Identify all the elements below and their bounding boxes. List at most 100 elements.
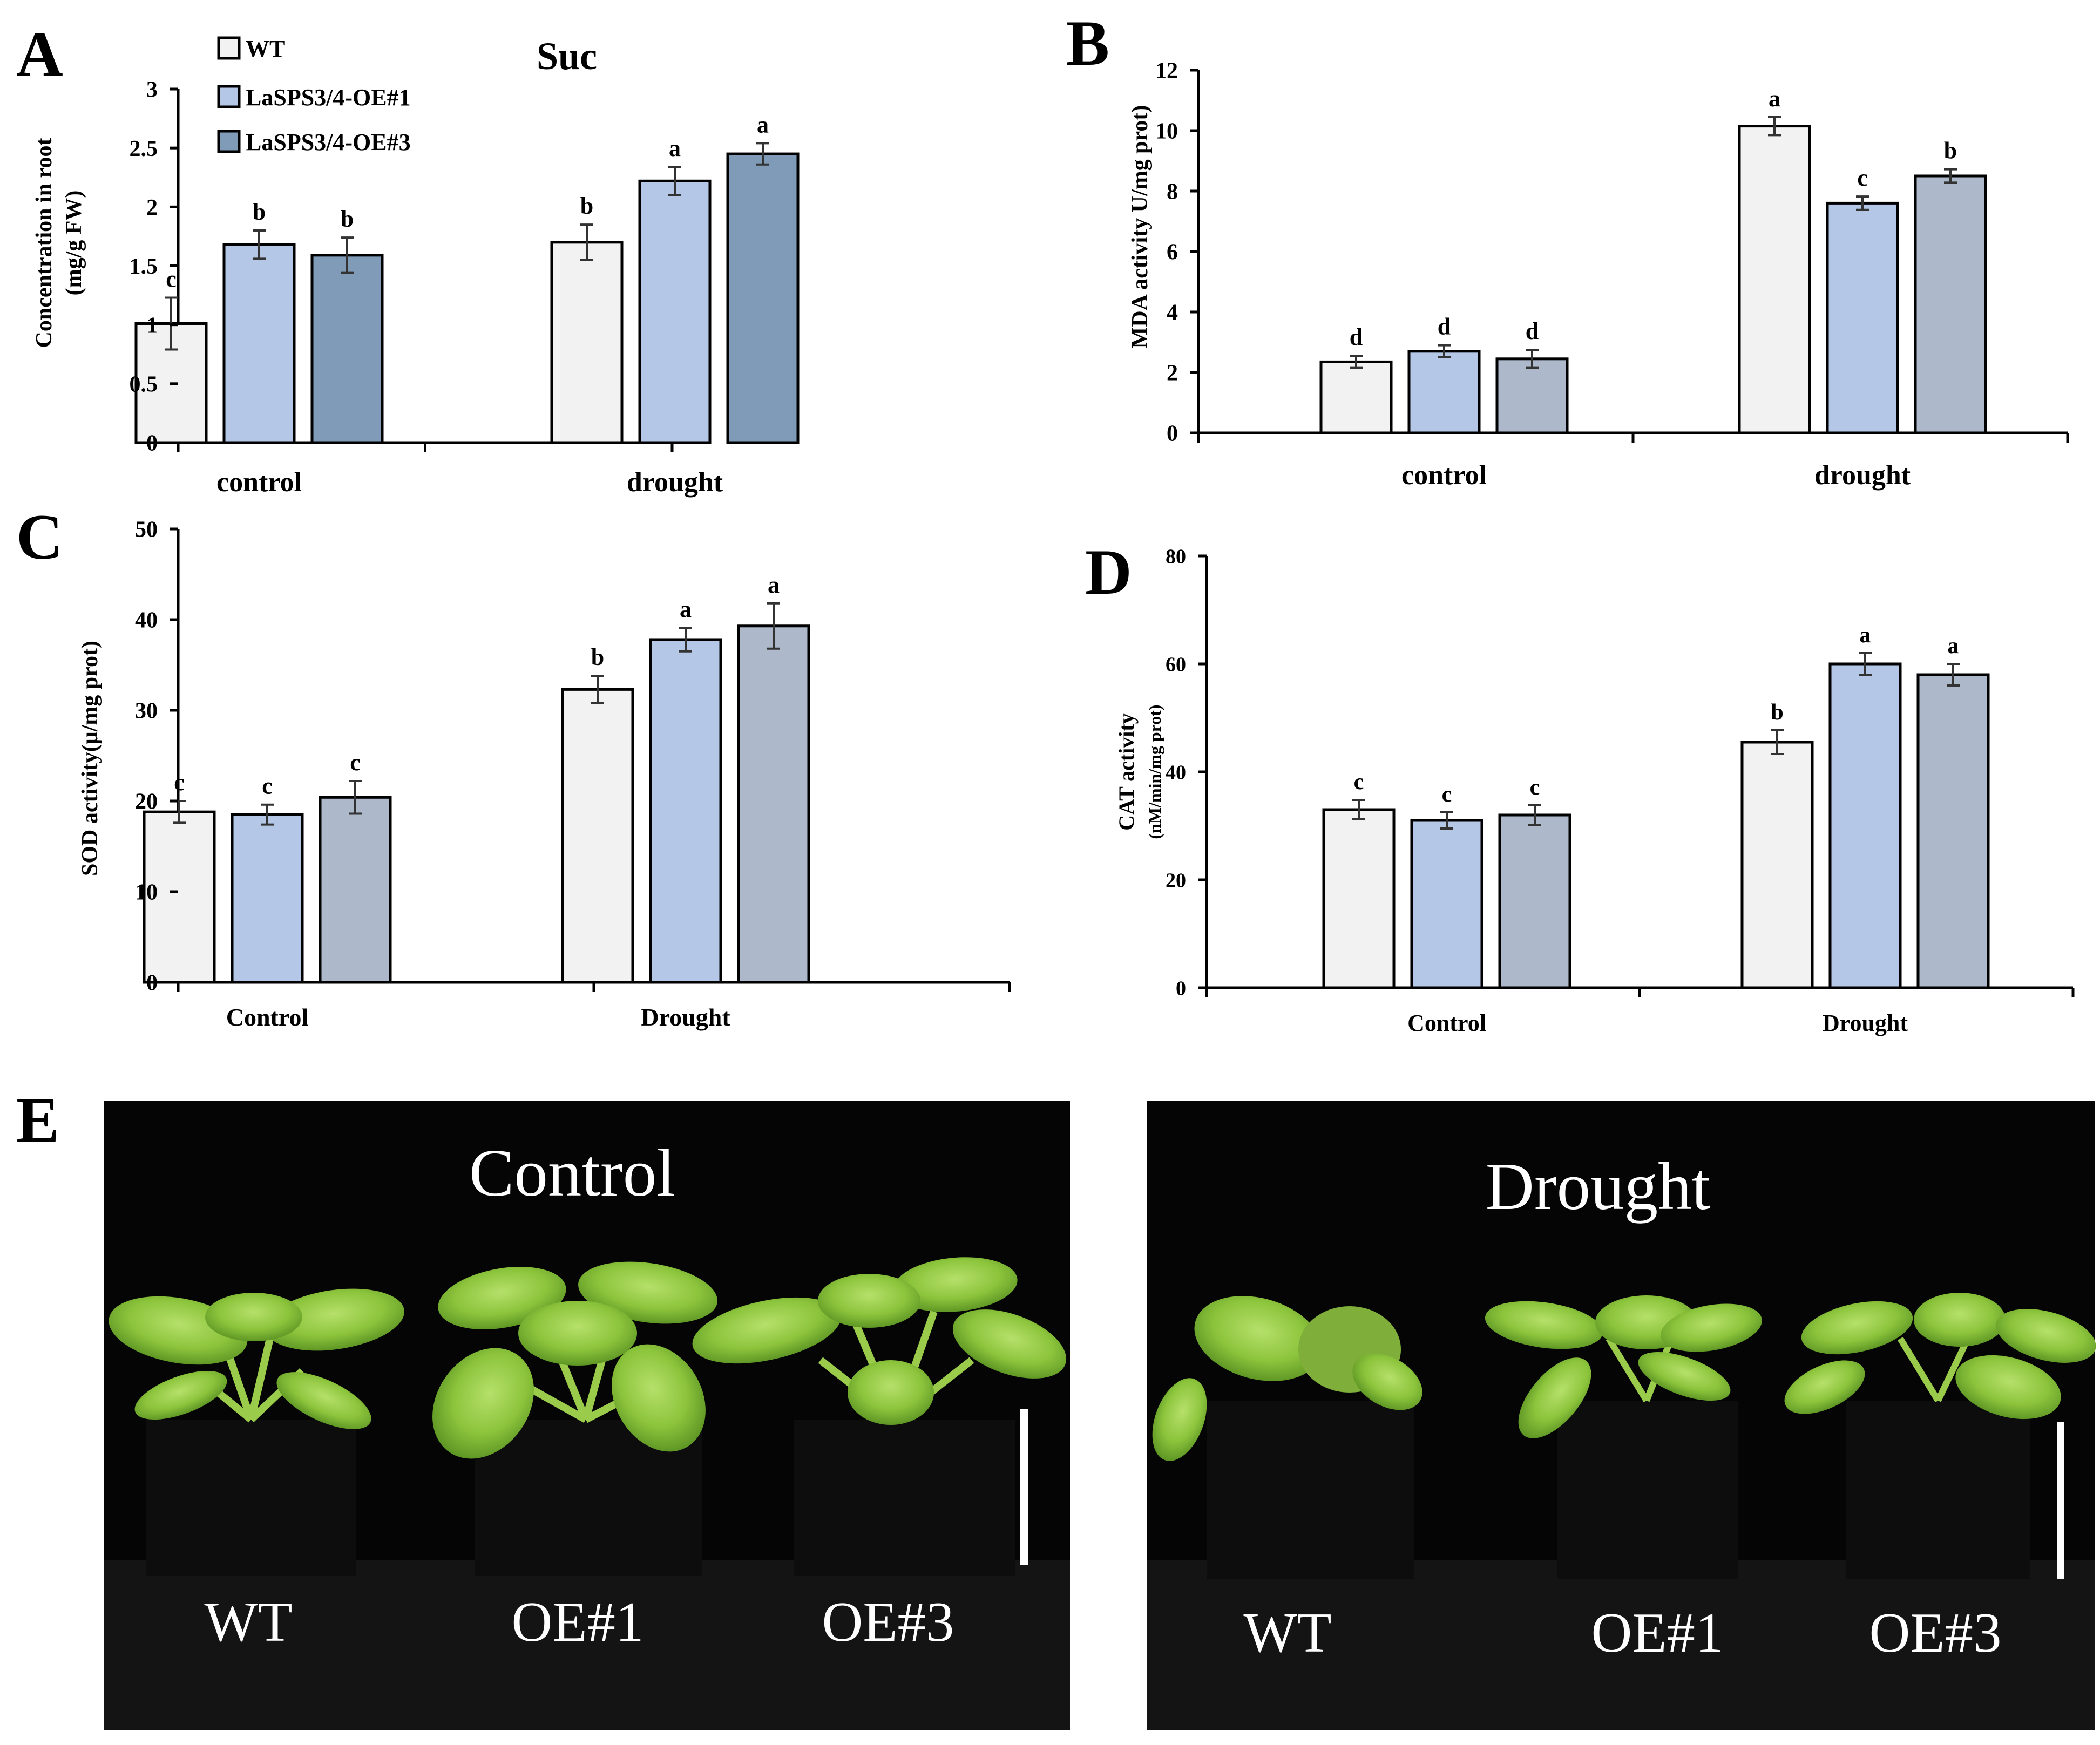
plant-control-wt (109, 1288, 404, 1576)
leaf (1914, 1293, 2006, 1347)
y-tick-label: 0.5 (130, 372, 158, 397)
bar (222, 243, 296, 444)
x-category-label: control (1401, 460, 1487, 491)
legend-label-wt: WT (246, 36, 285, 62)
plant-drought-oe1 (1485, 1295, 1762, 1579)
significance-letter: a (1860, 623, 1871, 648)
plant-drought-wt (1152, 1296, 1422, 1579)
pot (1207, 1401, 1414, 1579)
bar (319, 796, 392, 984)
chart-a-legend: WT LaSPS3/4-OE#1 LaSPS3/4-OE#3 (217, 36, 411, 155)
leaf (518, 1301, 637, 1366)
bar (231, 813, 304, 984)
significance-letter: d (1350, 324, 1363, 350)
y-tick-label: 12 (1155, 59, 1178, 84)
leaf (1352, 1353, 1422, 1410)
y-tick-label: 2 (1167, 361, 1178, 386)
scale-bar-drought (2057, 1422, 2064, 1579)
significance-letter: c (1530, 775, 1540, 800)
bar (1410, 819, 1483, 989)
photo-drought-label-wt: WT (1243, 1601, 1331, 1664)
leaf (1955, 1355, 2061, 1420)
panel-label-d: D (1085, 536, 1132, 608)
photo-control: Control WT (104, 1101, 1070, 1730)
legend-label-oe1: LaSPS3/4-OE#1 (246, 84, 411, 111)
significance-letter: d (1526, 318, 1539, 344)
significance-letter: b (1771, 700, 1783, 725)
y-tick-label: 8 (1167, 180, 1178, 205)
significance-letter: b (591, 644, 604, 670)
stem (516, 1311, 661, 1423)
stem (202, 1337, 305, 1423)
significance-letter: a (768, 572, 780, 598)
y-tick-label: 0 (146, 971, 158, 996)
leaf (1638, 1352, 1731, 1401)
y-tick-label: 80 (1166, 545, 1186, 568)
chart-a: Suc WT LaSPS3/4-OE#1 LaSPS3/4-OE#3 c b b a b… (32, 35, 800, 498)
bar (1319, 360, 1393, 434)
chart-d-ylabel-line2: (nM/min/mg prot) (1145, 704, 1164, 839)
bar (550, 241, 624, 444)
significance-letter: c (166, 266, 177, 292)
y-tick-label: 0 (1167, 422, 1178, 446)
plant-control-oe1 (432, 1261, 717, 1576)
legend-swatch-oe3 (217, 130, 241, 153)
leaf (265, 1288, 404, 1351)
y-tick-label: 40 (1166, 761, 1186, 784)
bar (1495, 357, 1569, 434)
bar (1322, 808, 1396, 989)
x-category-label: control (216, 467, 302, 498)
pot (146, 1420, 356, 1576)
x-category-label: drought (627, 467, 723, 498)
photo-control-label-wt: WT (204, 1590, 292, 1653)
significance-letter: b (253, 199, 266, 225)
y-tick-label: 20 (1166, 869, 1186, 892)
scale-bar-control (1020, 1409, 1028, 1565)
plant-drought-oe3 (1784, 1293, 2096, 1579)
photo-drought: Drought WT OE#1 OE# (1147, 1101, 2096, 1730)
chart-a-ylabel-line2: (mg/g FW) (62, 191, 86, 296)
bar (1826, 201, 1899, 434)
leaf (134, 1370, 227, 1420)
bar (310, 254, 384, 444)
chart-a-ylabel-line1: Concentration in root (32, 138, 57, 348)
y-tick-label: 50 (135, 518, 158, 542)
significance-letter: b (580, 193, 593, 219)
photo-control-floor (104, 1560, 1070, 1730)
leaf (692, 1297, 841, 1364)
legend-swatch-oe1 (217, 85, 241, 108)
leaf (1518, 1357, 1591, 1438)
chart-b: d a d c d b 0 2 4 6 8 10 12 control drought MDA acti… (1128, 59, 2069, 491)
y-tick-label: 1 (146, 313, 158, 338)
y-tick-label: 0 (1176, 977, 1186, 1000)
bar (1828, 662, 1902, 989)
chart-a-title: Suc (537, 35, 597, 78)
significance-letter: a (669, 135, 681, 161)
significance-letter: a (680, 596, 692, 622)
chart-d: c b c a c a 0 20 40 60 80 Control Drought CAT acti… (1114, 545, 2075, 1036)
y-tick-label: 30 (135, 699, 158, 724)
leaf (1784, 1360, 1865, 1414)
y-tick-label: 2 (146, 195, 158, 220)
bar (1740, 741, 1814, 989)
panel-label-a: A (16, 18, 63, 90)
y-tick-label: 60 (1166, 653, 1186, 676)
panel-label-c: C (16, 501, 63, 573)
leaf (818, 1274, 920, 1328)
chart-c: c b c a c a 0 10 20 30 40 50 Control Drought SOD ac… (78, 518, 1011, 1031)
leaf (1661, 1303, 1762, 1352)
legend-swatch-wt (217, 36, 241, 60)
bar (143, 810, 216, 984)
significance-letter: c (350, 749, 361, 776)
x-category-label: Control (226, 1003, 309, 1031)
legend-label-oe3: LaSPS3/4-OE#3 (246, 129, 411, 155)
chart-b-ylabel: MDA activity U/mg prot) (1128, 105, 1153, 349)
bar (1914, 174, 1987, 434)
x-category-label: Control (1407, 1010, 1486, 1036)
significance-letter: b (341, 206, 354, 232)
y-tick-label: 2.5 (130, 137, 158, 161)
leaf (1801, 1301, 1913, 1355)
bar (1738, 125, 1811, 434)
significance-letter: c (174, 769, 185, 796)
